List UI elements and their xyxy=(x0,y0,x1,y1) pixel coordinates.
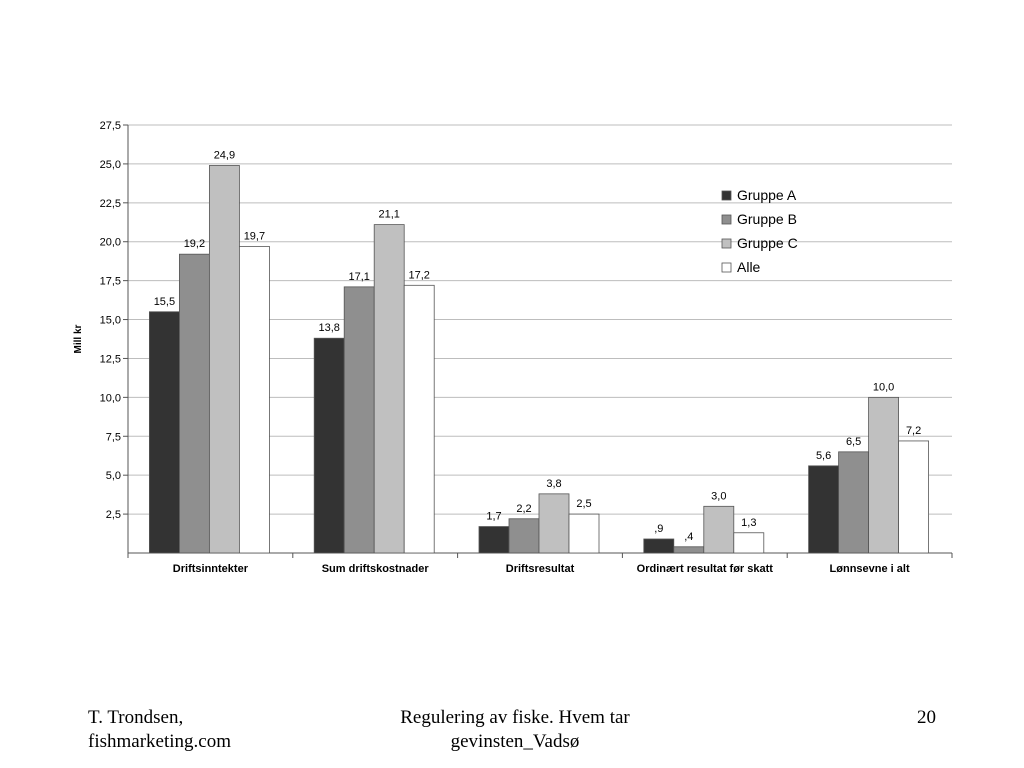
bar xyxy=(703,505,735,554)
bar xyxy=(508,518,540,554)
legend-label: Gruppe B xyxy=(737,211,797,227)
y-tick-label: 27,5 xyxy=(100,120,121,132)
data-label: 1,3 xyxy=(741,517,756,529)
y-tick-label: 12,5 xyxy=(100,353,121,365)
data-label: 5,6 xyxy=(816,450,831,462)
data-label: 10,0 xyxy=(873,381,894,393)
data-label: 2,5 xyxy=(576,498,591,510)
bar xyxy=(868,396,899,554)
y-tick-label: 5,0 xyxy=(106,470,121,482)
footer-title: Regulering av fiske. Hvem tar gevinsten_… xyxy=(400,707,630,752)
y-tick-label: 22,5 xyxy=(100,198,121,210)
data-label: ,9 xyxy=(654,523,663,535)
y-tick-label: 10,0 xyxy=(100,392,121,404)
data-label: 2,2 xyxy=(516,503,531,515)
bar xyxy=(478,526,510,554)
data-label: 15,5 xyxy=(154,296,175,308)
data-label: 19,7 xyxy=(244,230,265,242)
y-tick-label: 25,0 xyxy=(100,159,121,171)
y-tick-label: 2,5 xyxy=(106,509,121,521)
bar xyxy=(643,538,675,554)
bar xyxy=(373,224,405,554)
bar xyxy=(208,165,240,554)
x-tick-label: Driftsinntekter xyxy=(173,563,249,575)
legend-swatch xyxy=(721,262,732,273)
page-number: 20 xyxy=(917,707,936,728)
data-label: 1,7 xyxy=(486,511,501,523)
data-label: 3,0 xyxy=(711,490,726,502)
y-tick-label: 20,0 xyxy=(100,237,121,249)
y-tick-label: 7,5 xyxy=(106,431,121,443)
legend-label: Alle xyxy=(737,259,761,275)
bar xyxy=(148,311,180,554)
data-label: 6,5 xyxy=(846,436,861,448)
data-label: 17,1 xyxy=(348,271,369,283)
data-label: 7,2 xyxy=(906,425,921,437)
data-label: 3,8 xyxy=(546,478,561,490)
bar xyxy=(808,465,839,554)
x-tick-label: Ordinært resultat før skatt xyxy=(637,563,774,575)
data-label: 21,1 xyxy=(378,209,399,221)
legend-label: Gruppe C xyxy=(737,235,798,251)
y-tick-label: 15,0 xyxy=(100,315,121,327)
bar xyxy=(568,513,600,554)
bar xyxy=(898,440,929,554)
y-axis-title: Mill kr xyxy=(73,324,84,353)
bar xyxy=(178,253,210,554)
legend-label: Gruppe A xyxy=(737,187,797,203)
bar xyxy=(238,245,270,554)
bar xyxy=(538,493,570,554)
bar xyxy=(733,532,765,554)
bar xyxy=(343,286,375,554)
data-label: ,4 xyxy=(684,531,693,543)
legend-swatch xyxy=(721,238,732,249)
data-label: 13,8 xyxy=(318,322,339,334)
data-label: 19,2 xyxy=(184,238,205,250)
data-label: 17,2 xyxy=(408,269,429,281)
bar xyxy=(838,451,869,554)
x-tick-label: Sum driftskostnader xyxy=(322,563,430,575)
x-tick-label: Lønnsevne i alt xyxy=(830,563,910,575)
footer-author: T. Trondsen, fishmarketing.com xyxy=(88,707,231,752)
data-label: 24,9 xyxy=(214,149,235,161)
bar xyxy=(403,284,435,554)
y-tick-label: 17,5 xyxy=(100,276,121,288)
bar xyxy=(313,337,345,554)
legend-swatch xyxy=(721,190,732,201)
x-tick-label: Driftsresultat xyxy=(506,563,575,575)
legend-swatch xyxy=(721,214,732,225)
bar xyxy=(673,546,705,554)
